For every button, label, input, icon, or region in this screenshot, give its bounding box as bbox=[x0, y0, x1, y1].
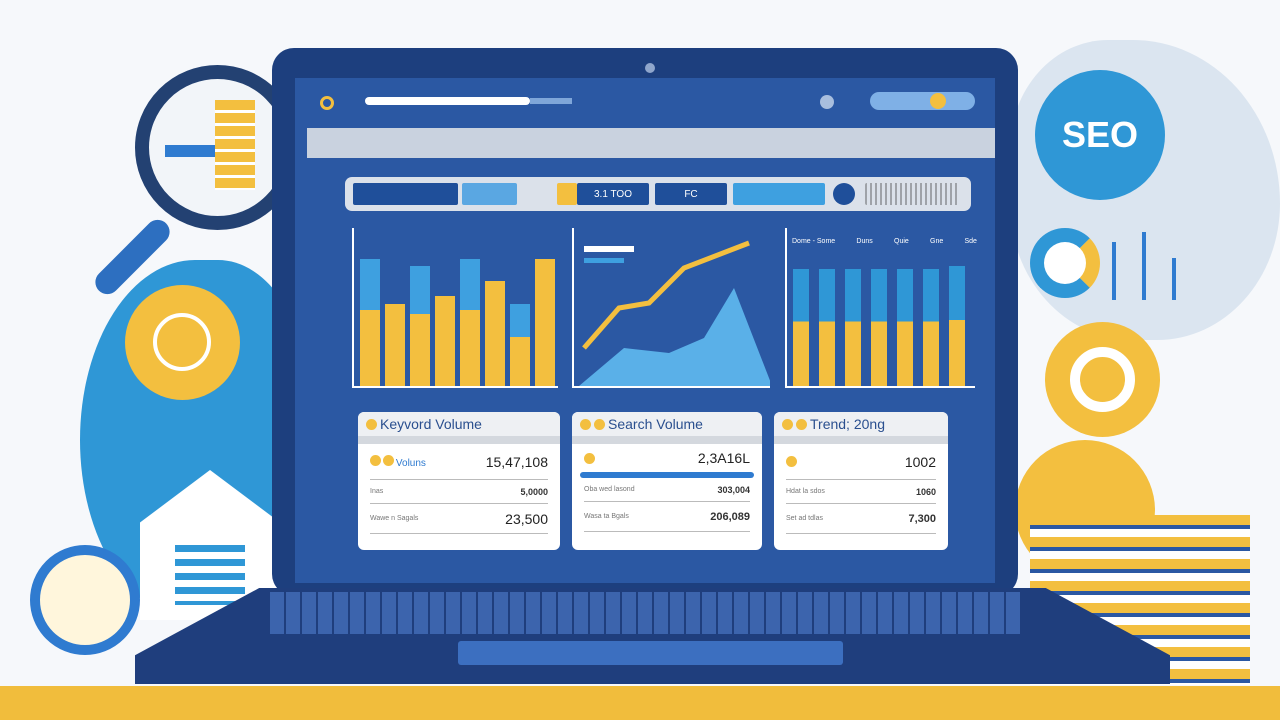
row-value: 5,0000 bbox=[520, 486, 548, 497]
metric-value: 15,47,108 bbox=[485, 453, 548, 470]
toggle-control[interactable] bbox=[870, 92, 975, 110]
chart-bar bbox=[949, 266, 965, 386]
up-arrows-icon bbox=[1108, 232, 1188, 300]
status-dot-icon bbox=[366, 418, 377, 430]
chart-bar bbox=[485, 281, 505, 386]
bar-chart-left bbox=[352, 228, 558, 388]
toolbar-sparkline bbox=[733, 183, 825, 205]
metric-value: 1002 bbox=[904, 453, 936, 470]
chart-label: Sde bbox=[964, 238, 977, 245]
logo-icon bbox=[320, 96, 334, 110]
row-label: Wawe n Sagals bbox=[370, 515, 419, 522]
trend-card[interactable]: Trend; 20ng 1002 Hdat la sdos 1060 Set ad… bbox=[774, 412, 948, 550]
url-bar[interactable] bbox=[365, 97, 530, 105]
row-label: Oba wed lasond bbox=[584, 486, 635, 493]
chart-bar bbox=[460, 258, 480, 386]
row-value: 23,500 bbox=[505, 510, 548, 527]
chart-label: Gne bbox=[930, 238, 944, 245]
search-icon bbox=[584, 452, 595, 464]
metric-label: Voluns bbox=[395, 457, 426, 469]
toolbar-group-1[interactable] bbox=[353, 183, 458, 205]
gauge-icon bbox=[1045, 322, 1160, 437]
clock-icon bbox=[125, 285, 240, 400]
chart-bar bbox=[510, 303, 530, 386]
pie-chart-icon bbox=[1030, 228, 1100, 298]
row-label: Set ad tdlas bbox=[786, 515, 823, 522]
chart-legend-bar bbox=[584, 246, 634, 252]
trend-icon bbox=[786, 456, 797, 467]
chart-bar bbox=[897, 269, 913, 386]
chart-bar bbox=[385, 303, 405, 386]
row-value: 1060 bbox=[915, 486, 936, 497]
row-value: 303,004 bbox=[717, 484, 750, 495]
small-magnifier-icon bbox=[30, 545, 140, 655]
card-title: Keyvord Volume bbox=[380, 416, 482, 432]
card-title: Search Volume bbox=[608, 416, 703, 432]
toolbar-item-2-label: FC bbox=[684, 188, 698, 200]
toolbar-group-2[interactable] bbox=[462, 183, 517, 205]
toolbar-item-1-label: 3.1 TOO bbox=[594, 188, 632, 200]
chart-bar bbox=[435, 296, 455, 386]
chart-bar bbox=[535, 258, 555, 386]
toolbar-item-1[interactable]: 3.1 TOO bbox=[577, 183, 649, 205]
bar-chart-right: Dome - Some Duns Quie Gne Sde bbox=[785, 228, 977, 388]
seo-badge: SEO bbox=[1035, 70, 1165, 200]
nav-strip bbox=[307, 128, 995, 158]
row-label: Wasa ta Bgals bbox=[584, 513, 629, 520]
chart-legend-bar bbox=[584, 258, 624, 263]
chart-bar bbox=[923, 269, 939, 386]
url-bar-end bbox=[530, 98, 572, 104]
chart-label: Duns bbox=[856, 238, 873, 245]
toolbar-highlight[interactable] bbox=[557, 183, 577, 205]
webcam bbox=[645, 63, 655, 73]
area-series bbox=[579, 288, 770, 386]
search-volume-card[interactable]: Search Volume 2,3A16L Oba wed lasond 303,… bbox=[572, 412, 762, 550]
chart-bar bbox=[793, 269, 809, 386]
chart-bar bbox=[845, 269, 861, 386]
line-chart bbox=[572, 228, 770, 388]
chart-bar bbox=[360, 258, 380, 386]
chart-bar bbox=[871, 269, 887, 386]
chart-bar bbox=[410, 266, 430, 386]
keyboard[interactable] bbox=[270, 592, 1020, 634]
toolbar-item-2[interactable]: FC bbox=[655, 183, 727, 205]
row-value: 7,300 bbox=[908, 512, 936, 525]
seo-label: SEO bbox=[1061, 114, 1139, 155]
metric-value: 2,3A16L bbox=[697, 450, 750, 466]
chart-label: Quie bbox=[894, 238, 909, 245]
trend-line bbox=[582, 240, 750, 350]
house-lines bbox=[175, 545, 245, 605]
desk-surface bbox=[0, 686, 1280, 720]
chart-label: Dome - Some bbox=[792, 238, 836, 245]
row-label: Hdat la sdos bbox=[786, 488, 825, 495]
row-value: 206,089 bbox=[710, 510, 750, 523]
row-label: Inas bbox=[370, 488, 384, 495]
keyword-volume-card[interactable]: Keyvord Volume Voluns 15,47,108 Inas 5,000… bbox=[358, 412, 560, 550]
toolbar-dots bbox=[865, 183, 960, 205]
user-icon[interactable] bbox=[820, 95, 834, 109]
chart-bar bbox=[819, 269, 835, 386]
trackpad[interactable] bbox=[458, 641, 843, 665]
toolbar: 3.1 TOO FC bbox=[345, 177, 971, 211]
card-title: Trend; 20ng bbox=[810, 416, 885, 432]
toolbar-circle-button[interactable] bbox=[833, 183, 855, 205]
progress-bar bbox=[580, 472, 754, 478]
